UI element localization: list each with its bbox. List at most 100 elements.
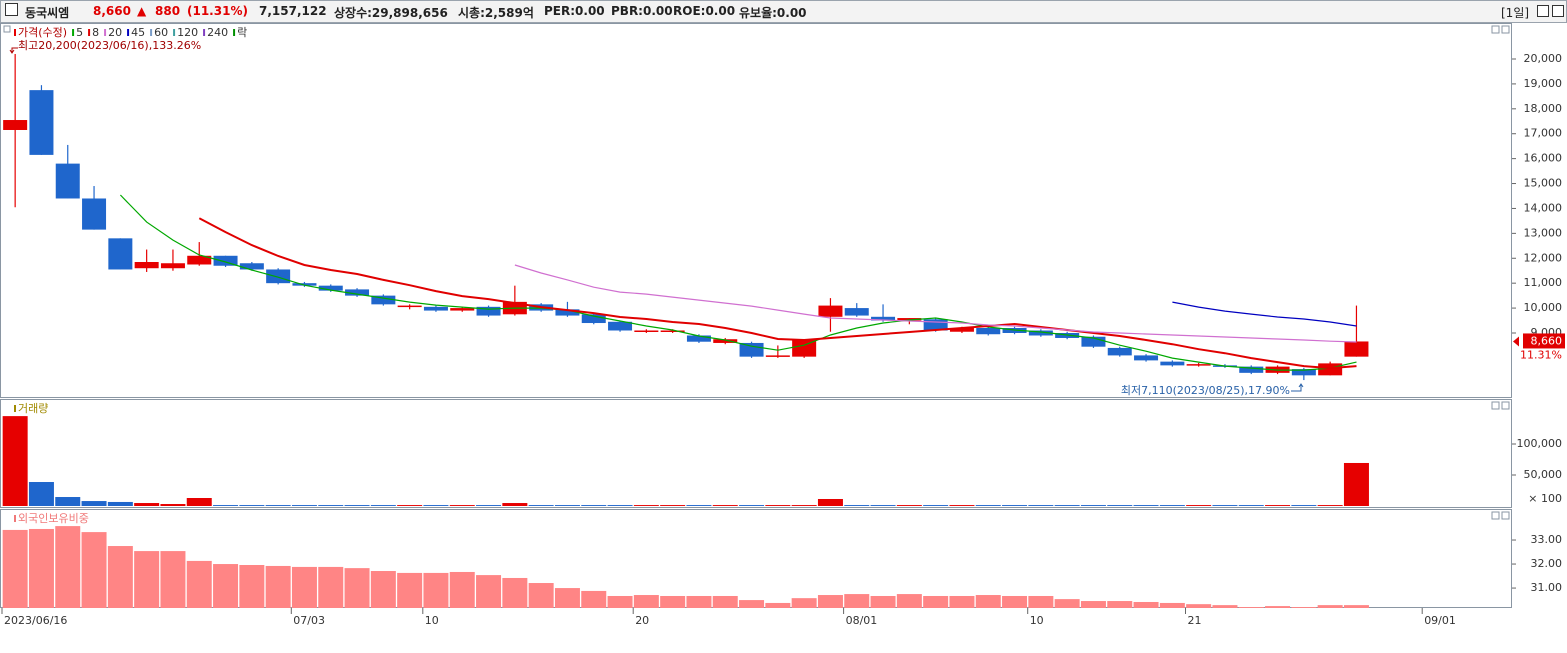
y-tick-label: 20,000	[1524, 52, 1563, 65]
legend-label: 240	[207, 26, 228, 39]
bar	[896, 594, 922, 608]
window-button[interactable]	[1537, 5, 1549, 17]
bar	[1238, 607, 1264, 608]
candle-body	[1291, 369, 1316, 376]
x-tick-label: 10	[1030, 614, 1044, 627]
bar	[265, 505, 291, 506]
bar	[134, 551, 160, 608]
bar	[1159, 602, 1185, 608]
per: PER:0.00	[544, 4, 605, 18]
bar	[239, 505, 265, 506]
candle-body	[1107, 347, 1132, 356]
bar	[1317, 605, 1343, 608]
candle-body	[82, 198, 107, 230]
legend-label: 락	[237, 26, 247, 39]
bar	[1265, 606, 1291, 608]
bar	[1265, 505, 1291, 506]
frames	[0, 23, 1512, 608]
ma-line	[198, 217, 1357, 370]
x-tick-label: 2023/06/16	[4, 614, 67, 627]
bar	[528, 505, 554, 506]
bar	[1317, 505, 1343, 506]
bar	[633, 505, 659, 506]
bar	[160, 551, 186, 608]
y-tick-label: 19,000	[1524, 77, 1563, 90]
candle-body	[213, 255, 238, 266]
bar	[528, 583, 554, 608]
legend-swatch	[72, 29, 75, 36]
bar	[1028, 505, 1054, 506]
y-tick-label: 100,000	[1517, 437, 1563, 450]
bar	[712, 595, 738, 608]
bar	[265, 565, 291, 608]
legend-label: 5	[76, 26, 83, 39]
bar	[686, 595, 712, 608]
bar	[397, 572, 423, 608]
candle-body	[976, 328, 1001, 335]
ma-line	[514, 264, 1357, 343]
bar	[239, 565, 265, 608]
bar	[502, 503, 528, 506]
bar	[923, 595, 949, 608]
candle-body	[1160, 361, 1185, 366]
price: 8,660	[93, 4, 131, 18]
bar	[844, 505, 870, 506]
panel-button[interactable]	[1501, 401, 1510, 410]
arrow: ▲	[137, 4, 147, 18]
panel-button[interactable]	[1491, 25, 1500, 34]
legend-swatch	[14, 29, 16, 36]
bar	[476, 575, 502, 608]
panel-button[interactable]	[1491, 401, 1500, 410]
y-tick-label: 31.00	[1531, 581, 1563, 594]
y-tick-label: 14,000	[1524, 201, 1563, 214]
candle-body	[108, 238, 133, 270]
y-tick-label: 11,000	[1524, 276, 1563, 289]
price-pointer	[1513, 336, 1519, 347]
header-bar: 동국씨엠 8,660 ▲ 880 (11.31%) 7,157,122 상장수:…	[0, 0, 1567, 23]
bar	[55, 526, 81, 608]
bar	[476, 505, 502, 506]
annotation: 최저7,110(2023/08/25),17.90%	[1121, 384, 1290, 397]
bar	[581, 590, 607, 608]
candle-body	[660, 330, 685, 332]
pbr: PBR:0.00	[611, 4, 673, 18]
checkbox[interactable]	[5, 3, 18, 16]
candle-body	[345, 289, 370, 296]
legend-label: 45	[131, 26, 145, 39]
bar	[28, 482, 54, 506]
bar	[607, 505, 633, 506]
ma-line	[119, 194, 1357, 371]
close-button[interactable]	[1552, 5, 1564, 17]
candle-body	[1081, 336, 1106, 347]
bar	[791, 505, 817, 506]
unit-label: × 100	[1528, 492, 1562, 505]
panel-icon	[3, 25, 11, 33]
candle-body	[239, 263, 264, 270]
bar	[28, 528, 54, 608]
bar	[291, 505, 317, 506]
bar	[1133, 505, 1159, 506]
bar	[1291, 607, 1317, 608]
candle-body	[1239, 366, 1264, 373]
candle-body	[1318, 363, 1343, 376]
candle-body	[292, 283, 317, 286]
bar	[423, 505, 449, 506]
bar	[1054, 505, 1080, 506]
market-cap: 시총:2,589억	[458, 6, 534, 20]
panel-button[interactable]	[1491, 511, 1500, 520]
bar	[318, 566, 344, 608]
price-box	[1523, 333, 1565, 349]
period[interactable]: [1일]	[1501, 6, 1530, 20]
annotation: 최고20,200(2023/06/16),133.26%	[18, 39, 201, 52]
panel-title: 거래량	[18, 402, 48, 415]
legend-label: 가격(수정)	[18, 26, 67, 39]
candle-body	[187, 255, 212, 265]
page: 동국씨엠 8,660 ▲ 880 (11.31%) 7,157,122 상장수:…	[0, 0, 1567, 627]
x-tick-label: 21	[1188, 614, 1202, 627]
x-tick-label: 09/01	[1424, 614, 1456, 627]
y-tick-label: 12,000	[1524, 251, 1563, 264]
panel-button[interactable]	[1501, 25, 1510, 34]
panel-button[interactable]	[1501, 511, 1510, 520]
bar	[581, 505, 607, 506]
legend-swatch	[88, 29, 91, 36]
